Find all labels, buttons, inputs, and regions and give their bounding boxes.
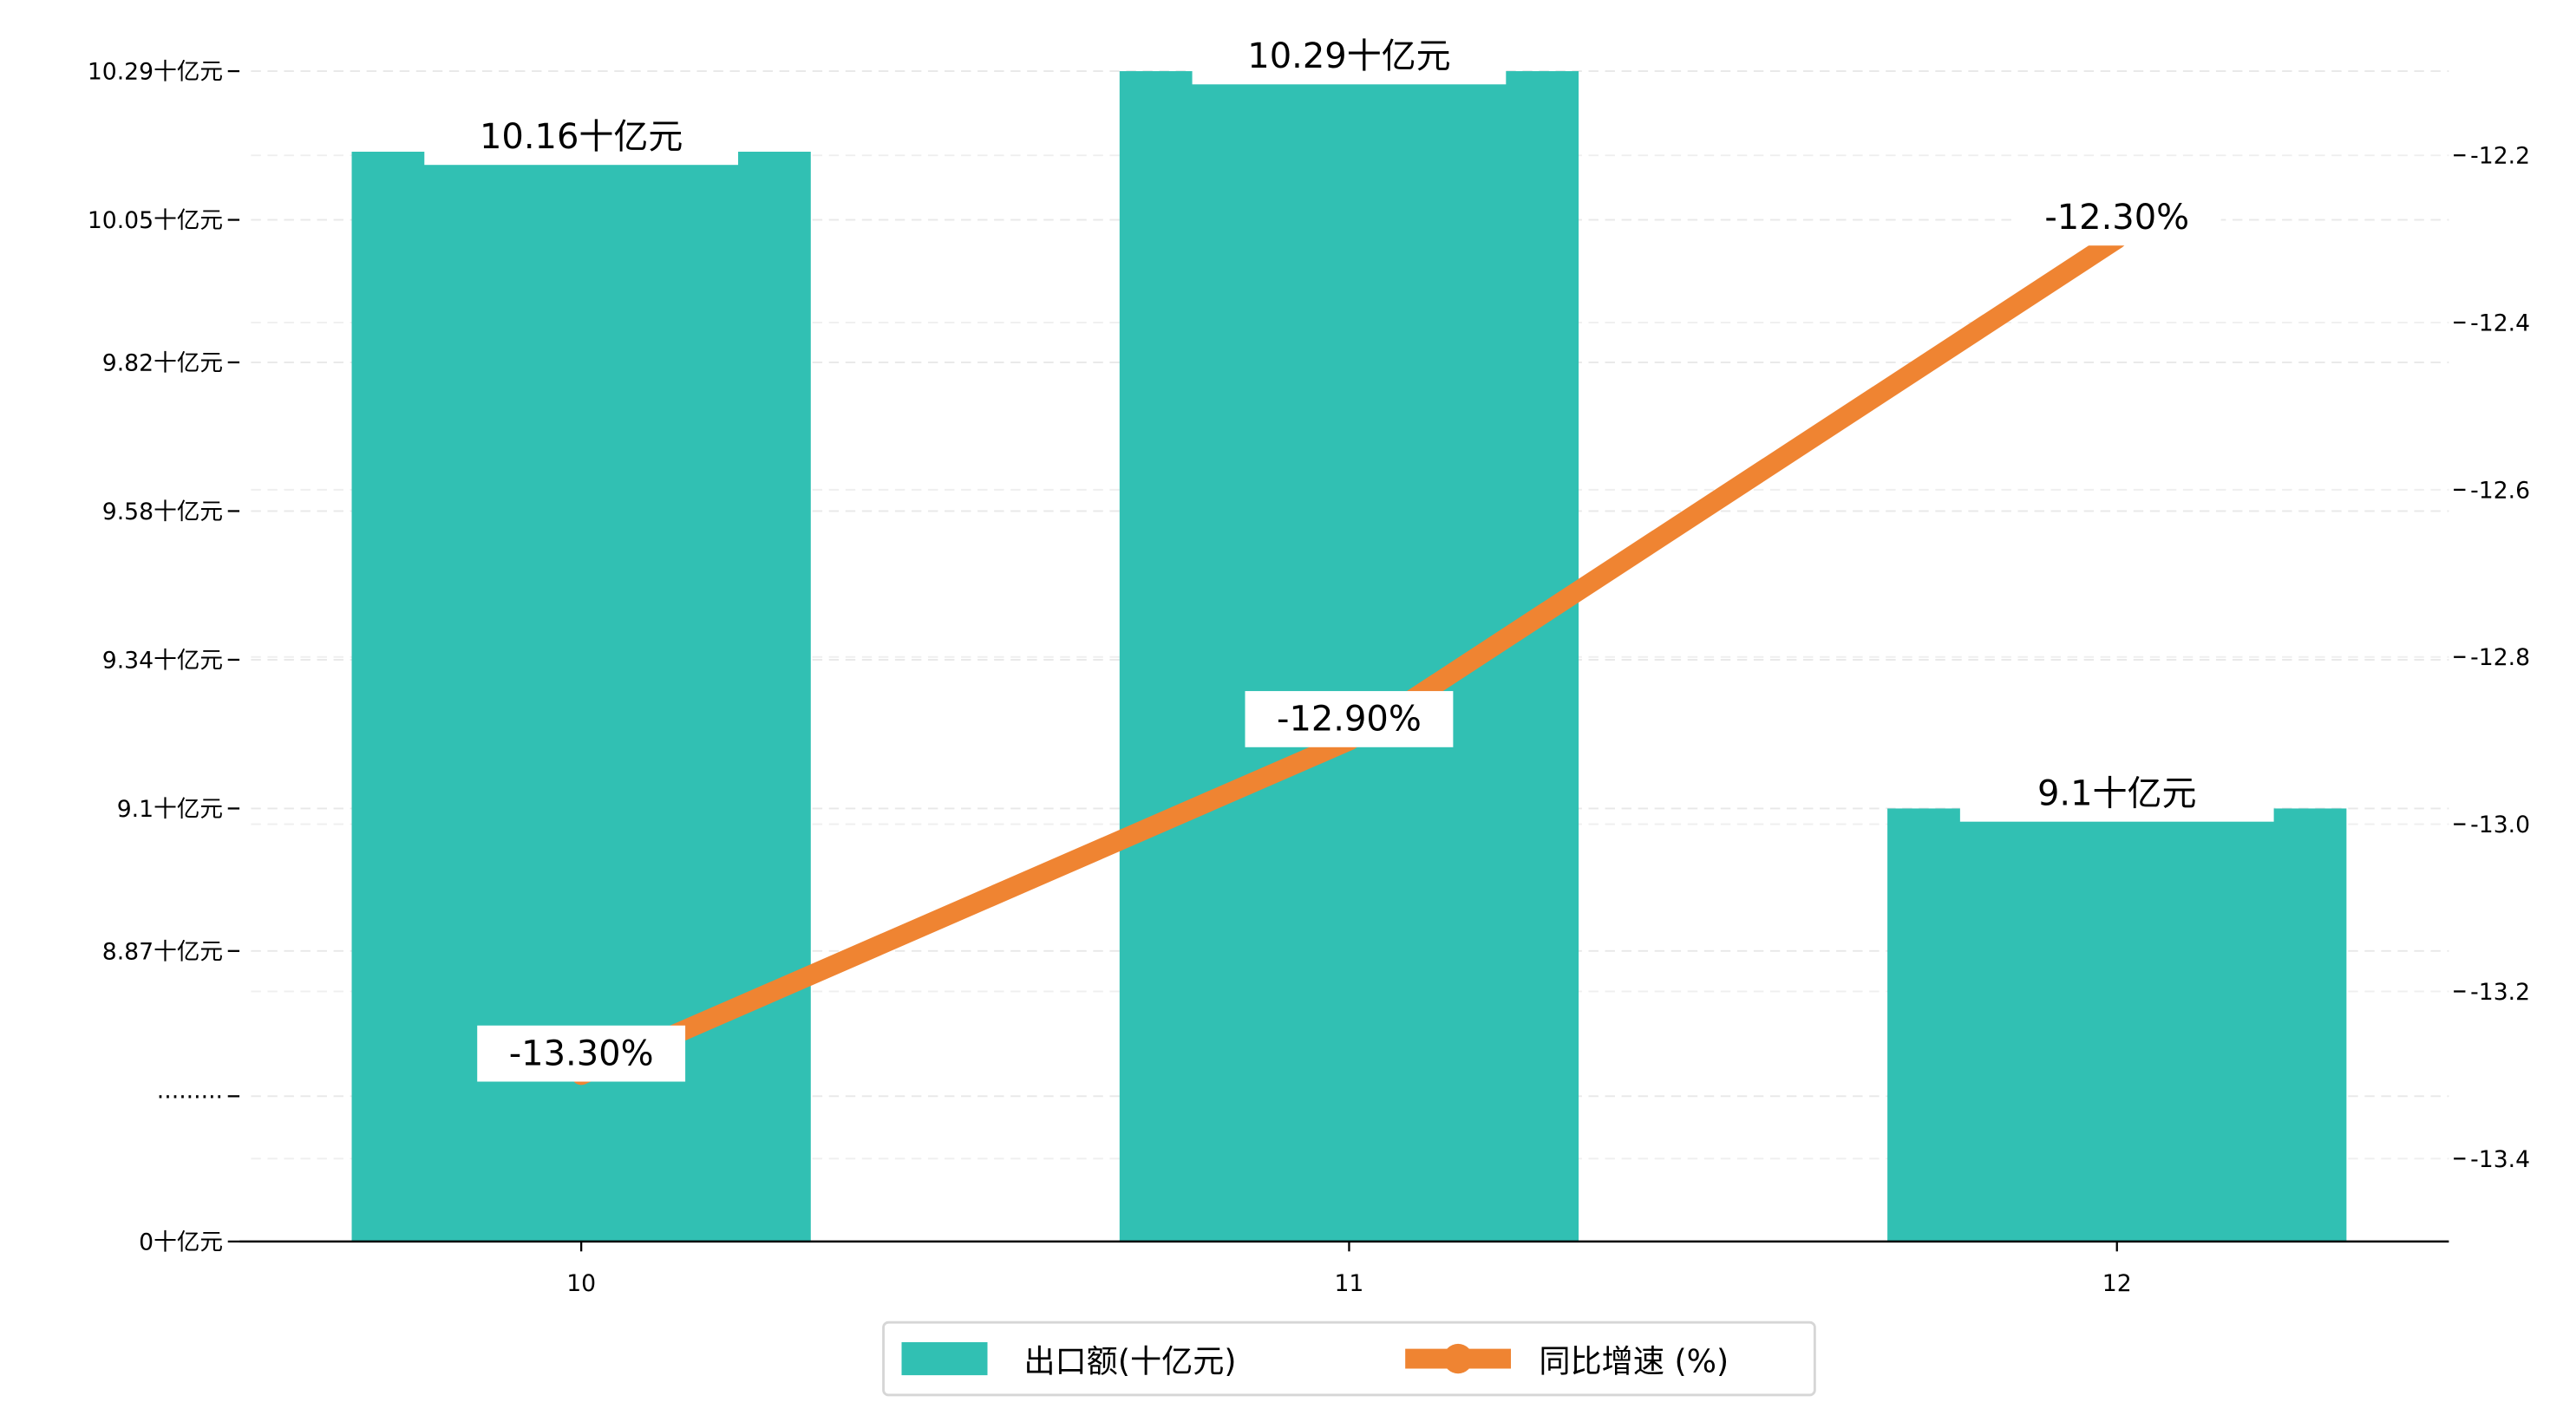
data-labels: 10.16十亿元 10.29十亿元 9.1十亿元 -13.30% -12.90% -12.… bbox=[424, 28, 2274, 1082]
legend-bar-swatch bbox=[901, 1342, 988, 1376]
right-tick-label: -13.4 bbox=[2470, 1146, 2530, 1173]
legend-frame bbox=[882, 1320, 1816, 1397]
growth-value-label: -12.30% bbox=[2044, 198, 2189, 238]
left-tick-label: 9.1十亿元 bbox=[117, 796, 223, 823]
left-tick-label: ········· bbox=[157, 1084, 223, 1111]
bars bbox=[351, 71, 2347, 1242]
right-tick-label: -13.0 bbox=[2470, 812, 2530, 838]
right-tick-label: -12.6 bbox=[2470, 477, 2530, 504]
left-tick-label: 9.82十亿元 bbox=[102, 349, 223, 376]
right-tick-label: -12.2 bbox=[2470, 143, 2530, 170]
legend-line-marker bbox=[1442, 1343, 1474, 1374]
bar-12 bbox=[1887, 808, 2347, 1242]
growth-value-label: -12.90% bbox=[1277, 700, 1422, 740]
growth-value-label-box bbox=[1245, 691, 1454, 747]
bar-value-label: 10.29十亿元 bbox=[1247, 36, 1450, 76]
bar-value-label: 9.1十亿元 bbox=[2037, 774, 2196, 814]
left-tick-label: 10.29十亿元 bbox=[88, 59, 223, 86]
bar-value-label-box bbox=[1192, 28, 1507, 85]
x-tick-label: 11 bbox=[1334, 1270, 1363, 1297]
bar-value-label-box bbox=[1959, 765, 2274, 822]
right-tick-label: -13.2 bbox=[2470, 979, 2530, 1006]
legend-bar-label: 出口额(十亿元) bbox=[1023, 1342, 1236, 1379]
right-tick-label: -12.4 bbox=[2470, 310, 2530, 337]
legend-line-label: 同比增速 (%) bbox=[1539, 1342, 1729, 1379]
x-tick-label: 12 bbox=[2102, 1270, 2132, 1297]
left-tick-label: 8.87十亿元 bbox=[102, 938, 223, 965]
left-tick-label: 10.05十亿元 bbox=[88, 207, 223, 234]
left-tick-label: 9.58十亿元 bbox=[102, 499, 223, 525]
legend: 出口额(十亿元) 同比增速 (%) bbox=[882, 1320, 1816, 1397]
bar-11 bbox=[1119, 71, 1579, 1242]
growth-value-label: -13.30% bbox=[509, 1034, 654, 1073]
growth-value-label-box bbox=[2012, 189, 2221, 246]
left-tick-label: 0十亿元 bbox=[139, 1229, 223, 1255]
right-tick-label: -12.8 bbox=[2470, 644, 2530, 671]
growth-value-label-box bbox=[477, 1025, 686, 1082]
bar-value-label: 10.16十亿元 bbox=[480, 117, 683, 157]
left-tick-label: 9.34十亿元 bbox=[102, 647, 223, 674]
x-tick-label: 10 bbox=[566, 1270, 596, 1297]
bar-value-label-box bbox=[424, 108, 739, 166]
axes: 0十亿元 ········· 8.87十亿元 9.1十亿元 9.34十亿元 9.58十亿元… bbox=[88, 59, 2530, 1297]
